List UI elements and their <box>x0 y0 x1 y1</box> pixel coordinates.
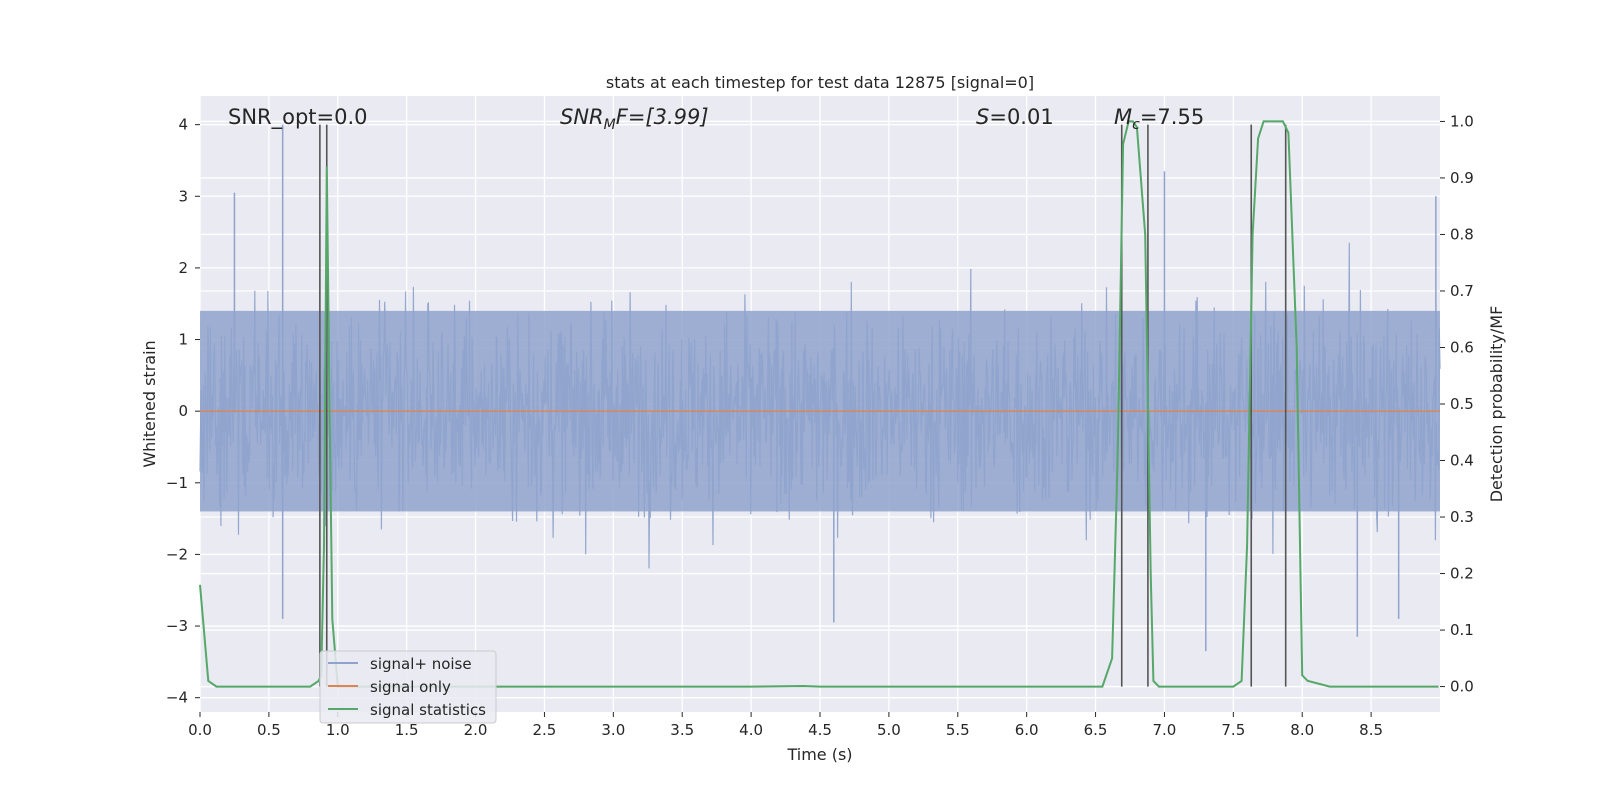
y-left-tick-label: 0 <box>178 402 188 420</box>
x-tick-label: 1.5 <box>395 721 419 739</box>
x-tick-label: 5.5 <box>946 721 970 739</box>
x-tick-label: 0.5 <box>257 721 281 739</box>
y-left-tick-label: 3 <box>178 187 188 205</box>
y-left-axis-ticks: −4 −3 −2 −1 0 1 2 3 4 <box>166 116 200 707</box>
legend-label-signal-noise: signal+ noise <box>370 655 472 673</box>
y-right-tick-label: 0.1 <box>1450 621 1474 639</box>
x-axis-label: Time (s) <box>786 745 852 764</box>
legend-box <box>319 650 497 724</box>
x-tick-label: 7.0 <box>1153 721 1177 739</box>
annotation-snr-mf: SNRMF=[3.99] <box>560 105 709 133</box>
x-tick-label: 8.5 <box>1359 721 1383 739</box>
annotation-s: S=0.01 <box>976 105 1054 129</box>
x-axis-ticks: 0.0 0.5 1.0 1.5 2.0 2.5 3.0 3.5 4.0 4.5 5.0 5.5 6.0 6… <box>188 712 1383 739</box>
x-tick-label: 1.0 <box>326 721 350 739</box>
y-left-tick-label: −2 <box>166 545 188 563</box>
legend-label-signal-statistics: signal statistics <box>370 701 486 719</box>
y-right-tick-label: 0.9 <box>1450 169 1474 187</box>
legend: signal+ noise signal only signal statist… <box>319 650 497 724</box>
x-tick-label: 2.5 <box>533 721 557 739</box>
y-left-tick-label: 4 <box>178 116 188 134</box>
x-tick-label: 7.5 <box>1221 721 1245 739</box>
y-right-tick-label: 0.7 <box>1450 282 1474 300</box>
y-left-tick-label: −4 <box>166 689 188 707</box>
y-right-tick-label: 0.5 <box>1450 395 1474 413</box>
chart-title: stats at each timestep for test data 128… <box>606 73 1034 92</box>
y-right-tick-label: 0.6 <box>1450 338 1474 356</box>
y-right-tick-label: 0.8 <box>1450 225 1474 243</box>
y-left-tick-label: 1 <box>178 331 188 349</box>
annotation-snr-opt: SNR_opt=0.0 <box>228 105 368 130</box>
y-left-axis-label: Whitened strain <box>140 340 159 467</box>
x-tick-label: 4.5 <box>808 721 832 739</box>
x-tick-label: 0.0 <box>188 721 212 739</box>
y-right-axis-ticks: 0.0 0.1 0.2 0.3 0.4 0.5 0.6 0.7 0.8 0.9 1.0 <box>1440 112 1474 696</box>
y-left-tick-label: −1 <box>166 474 188 492</box>
y-right-tick-label: 1.0 <box>1450 112 1474 130</box>
x-tick-label: 5.0 <box>877 721 901 739</box>
y-left-tick-label: −3 <box>166 617 188 635</box>
annotation-mc: Mc=7.55 <box>1114 105 1204 133</box>
y-right-axis-label: Detection probability/MF <box>1487 306 1506 503</box>
x-tick-label: 3.5 <box>670 721 694 739</box>
y-right-tick-label: 0.4 <box>1450 452 1474 470</box>
y-left-tick-label: 2 <box>178 259 188 277</box>
y-right-tick-label: 0.0 <box>1450 678 1474 696</box>
x-tick-label: 2.0 <box>464 721 488 739</box>
x-tick-label: 4.0 <box>739 721 763 739</box>
y-right-tick-label: 0.2 <box>1450 565 1474 583</box>
x-tick-label: 3.0 <box>601 721 625 739</box>
x-tick-label: 8.0 <box>1290 721 1314 739</box>
x-tick-label: 6.0 <box>1015 721 1039 739</box>
legend-label-signal-only: signal only <box>370 678 451 696</box>
x-tick-label: 6.5 <box>1084 721 1108 739</box>
y-right-tick-label: 0.3 <box>1450 508 1474 526</box>
